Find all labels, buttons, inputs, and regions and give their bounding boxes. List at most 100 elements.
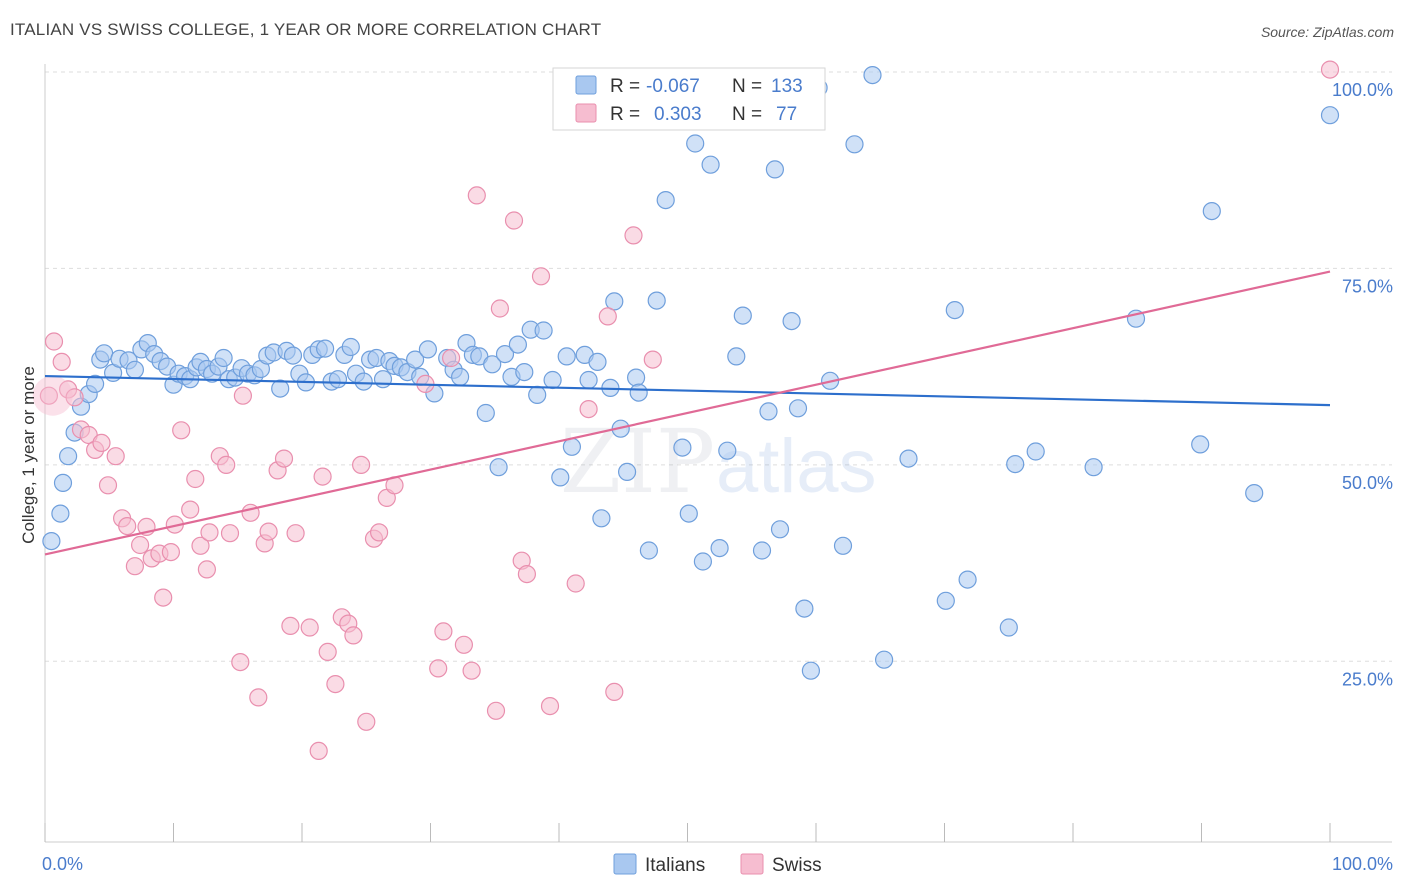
- swiss-point: [259, 522, 278, 541]
- swiss-point: [442, 348, 461, 368]
- legend-n-label-swiss: N =: [732, 104, 762, 125]
- swiss-point: [131, 535, 150, 555]
- italians-point: [733, 306, 752, 325]
- italians-point: [795, 599, 814, 618]
- swiss-point: [579, 400, 598, 419]
- swiss-point: [531, 267, 551, 286]
- y-tick-label-50: 50.0%: [1342, 473, 1393, 493]
- source-label: Source: ZipAtlas.com: [1260, 24, 1394, 40]
- swiss-point: [161, 542, 180, 562]
- axes: [44, 64, 1392, 843]
- italians-point: [710, 538, 729, 558]
- italians-point: [673, 438, 692, 457]
- italians-point: [958, 570, 977, 589]
- legend-n-value-swiss: 77: [776, 104, 797, 125]
- italians-point: [489, 458, 508, 477]
- swiss-point: [92, 433, 111, 452]
- x-tick-labels: 0.0% 100.0%: [42, 854, 1393, 874]
- watermark-atlas: atlas: [716, 424, 877, 509]
- italians-point: [1320, 106, 1340, 125]
- legend-swatch-swiss: [575, 103, 597, 123]
- italians-point: [94, 344, 114, 363]
- italians-point: [899, 449, 918, 468]
- italians-point: [770, 520, 790, 539]
- italians-point: [214, 348, 233, 368]
- italians-point: [617, 462, 637, 481]
- italians-point: [51, 504, 70, 523]
- legend-n-label-italians: N =: [732, 76, 762, 97]
- italians-point: [718, 441, 737, 460]
- italians-point: [945, 301, 964, 320]
- swiss-point: [490, 299, 509, 318]
- italians-point: [863, 65, 882, 85]
- italians-point: [373, 370, 393, 389]
- swiss-point: [172, 421, 191, 440]
- italians-point: [626, 368, 646, 387]
- swiss-point: [118, 516, 137, 536]
- swiss-point: [486, 701, 506, 720]
- y-tick-label-100: 100.0%: [1332, 80, 1393, 100]
- italians-point: [656, 191, 675, 210]
- swiss-point: [39, 386, 59, 405]
- italians-point: [759, 402, 778, 421]
- swiss-point: [300, 618, 319, 637]
- italians-point: [765, 160, 785, 179]
- swiss-point: [44, 332, 64, 351]
- italians-point: [788, 399, 808, 418]
- italians-point: [693, 552, 713, 571]
- swiss-point: [429, 659, 448, 678]
- legend-n-value-italians: 133: [771, 76, 803, 97]
- swiss-point: [370, 523, 389, 542]
- italians-point: [588, 352, 607, 371]
- italians-point: [495, 345, 515, 364]
- trend-lines: [44, 270, 1331, 556]
- swiss-point: [191, 536, 210, 555]
- watermark-zip: ZIP: [560, 410, 715, 513]
- italians-point: [551, 468, 570, 487]
- swiss-point: [309, 741, 328, 761]
- swiss-point: [313, 467, 332, 486]
- swiss-point: [624, 226, 643, 245]
- italians-point: [534, 321, 553, 340]
- swiss-points: [32, 60, 1340, 761]
- italians-point: [1191, 435, 1210, 454]
- swiss-point: [98, 476, 118, 495]
- y-tick-label-75: 75.0%: [1342, 276, 1393, 296]
- swiss-point: [200, 523, 219, 542]
- swiss-point: [318, 642, 337, 662]
- swiss-point: [504, 211, 524, 230]
- italians-point: [1202, 202, 1221, 221]
- legend-r-value-swiss: 0.303: [654, 104, 702, 125]
- italians-point: [483, 355, 502, 374]
- italians-point: [451, 367, 470, 386]
- x-tick-label-100: 100.0%: [1332, 854, 1393, 874]
- legend-r-value-italians: -0.067: [646, 76, 700, 97]
- bottom-legend-swatch-swiss: [740, 853, 764, 875]
- italians-point: [782, 312, 801, 331]
- swiss-point: [462, 661, 481, 680]
- legend-box: R = -0.067 N = 133 R = 0.303 N = 77: [552, 67, 826, 131]
- chart-title: ITALIAN VS SWISS COLLEGE, 1 YEAR OR MORE…: [10, 20, 602, 39]
- italians-point: [679, 504, 698, 523]
- italians-point: [528, 385, 547, 404]
- grid-lines: [45, 71, 1392, 662]
- swiss-point: [454, 635, 473, 654]
- swiss-point: [274, 449, 294, 468]
- italians-point: [1084, 458, 1103, 477]
- italians-point: [543, 370, 562, 390]
- italians-point: [508, 335, 528, 354]
- italians-point: [592, 509, 611, 528]
- swiss-point: [181, 500, 200, 519]
- swiss-point: [220, 524, 240, 543]
- italians-point: [42, 531, 61, 551]
- italians-point: [727, 347, 746, 366]
- swiss-point: [233, 386, 252, 405]
- italians-points: [42, 65, 1340, 680]
- swiss-point: [197, 560, 216, 579]
- italians-point: [557, 347, 576, 366]
- italians-point: [845, 135, 864, 154]
- italians-point: [874, 650, 894, 669]
- italians-point: [476, 403, 495, 423]
- italians-point: [406, 350, 425, 369]
- swiss-point: [65, 388, 84, 407]
